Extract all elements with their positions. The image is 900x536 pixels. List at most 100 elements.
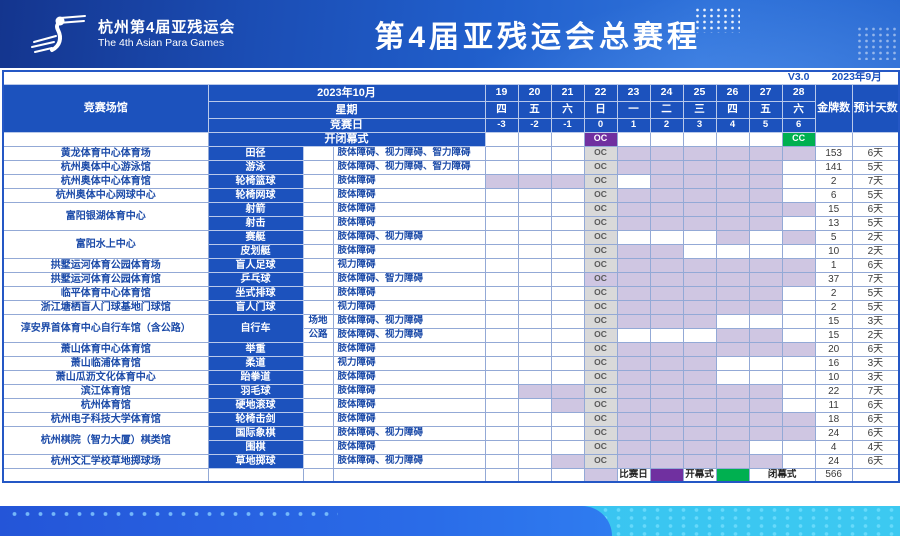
weekday-cell: 五: [748, 100, 783, 119]
competition-day-cell: [550, 453, 585, 469]
competition-day-number-cell: 4: [715, 117, 750, 133]
day-cell: [550, 201, 585, 217]
opening-day-cell: OC: [583, 285, 618, 301]
sport-cell: 硬地滚球: [207, 397, 304, 413]
sub-discipline-cell: [302, 299, 334, 315]
competition-day-number-cell: 1: [616, 117, 651, 133]
footer-dots-left: [8, 510, 338, 520]
competition-day-cell: [748, 285, 783, 301]
weekday-header: 星期: [207, 100, 486, 119]
competition-day-cell: [682, 453, 717, 469]
ceremony-days-spacer: [851, 131, 900, 147]
competition-day-cell: [748, 453, 783, 469]
schedule-row: 黄龙体育中心体育场 田径 肢体障碍、视力障碍、智力障碍 OC 153 6天: [2, 145, 900, 161]
day-cell: [781, 173, 816, 189]
gold-count-cell: 24: [814, 425, 853, 441]
top-banner: 杭州第4届亚残运会 The 4th Asian Para Games 第4届亚残…: [0, 0, 900, 68]
day-cell: [550, 131, 585, 147]
disability-categories-cell: 肢体障碍: [332, 411, 486, 427]
competition-day-cell: [781, 271, 816, 287]
day-cell: [484, 215, 519, 231]
day-cell: [484, 243, 519, 259]
day-cell: [781, 187, 816, 203]
day-cell: [517, 453, 552, 469]
legend-opening-ceremony-swatch: [649, 467, 684, 483]
day-cell: [517, 243, 552, 259]
gold-count-cell: 16: [814, 355, 853, 371]
gold-count-cell: 11: [814, 397, 853, 413]
weekday-cell: 一: [616, 100, 651, 119]
schedule-row: 临平体育中心体育馆 坐式排球 肢体障碍 OC 2 5天: [2, 285, 900, 301]
day-cell: [715, 131, 750, 147]
day-cell: [484, 453, 519, 469]
competition-day-cell: [682, 187, 717, 203]
competition-day-number-cell: -2: [517, 117, 552, 133]
competition-day-cell: [649, 425, 684, 441]
day-cell: [781, 439, 816, 455]
weekday-cell: 四: [484, 100, 519, 119]
competition-day-cell: [649, 313, 684, 329]
gold-count-cell: 15: [814, 201, 853, 217]
legend-opening-ceremony-label: 开幕式: [682, 467, 717, 483]
sport-cell: 羽毛球: [207, 383, 304, 399]
day-cell: [748, 355, 783, 371]
competition-day-number-cell: 0: [583, 117, 618, 133]
sport-cell: 轮椅篮球: [207, 173, 304, 189]
sport-cell: 赛艇: [207, 229, 304, 245]
ceremony-row-spacer: [2, 131, 209, 147]
disability-categories-cell: 视力障碍: [332, 355, 486, 371]
competition-day-cell: [715, 187, 750, 203]
competition-day-cell: [715, 145, 750, 161]
day-cell: [550, 229, 585, 245]
competition-day-cell: [682, 173, 717, 189]
competition-day-cell: [682, 257, 717, 273]
competition-day-cell: [649, 257, 684, 273]
opening-day-cell: OC: [583, 355, 618, 371]
games-logo: 杭州第4届亚残运会 The 4th Asian Para Games: [30, 12, 235, 56]
day-cell: [517, 159, 552, 175]
gold-count-cell: 13: [814, 215, 853, 231]
sport-cell: 跆拳道: [207, 369, 304, 385]
banner-dots-decoration-right: [856, 26, 896, 60]
disability-categories-cell: 肢体障碍: [332, 201, 486, 217]
schedule-row: 杭州棋院（智力大厦）棋类馆 国际象棋 肢体障碍、视力障碍 OC 24 6天: [2, 425, 900, 455]
day-cell: [748, 313, 783, 329]
competition-day-cell: [616, 257, 651, 273]
opening-day-cell: OC: [583, 341, 618, 357]
competition-day-cell: [616, 453, 651, 469]
competition-day-cell: [682, 383, 717, 399]
day-cell: [550, 425, 585, 441]
competition-day-cell: [748, 411, 783, 427]
sub-discipline-cell: 场地: [302, 313, 334, 329]
competition-day-cell: [715, 341, 750, 357]
day-cell: [781, 453, 816, 469]
gold-count-cell: 15: [814, 313, 853, 329]
sub-discipline-cell: [302, 341, 334, 357]
competition-day-number-cell: -1: [550, 117, 585, 133]
gold-count-header: 金牌数: [814, 83, 853, 133]
disability-categories-cell: 肢体障碍、视力障碍、智力障碍: [332, 159, 486, 175]
competition-day-cell: [616, 159, 651, 175]
gold-count-cell: 2: [814, 285, 853, 301]
day-cell: [484, 369, 519, 385]
weekday-cell: 三: [682, 100, 717, 119]
day-cell: [517, 187, 552, 203]
day-cell: [616, 229, 651, 245]
competition-day-cell: [715, 397, 750, 413]
day-cell: [781, 243, 816, 259]
day-cell: [616, 173, 651, 189]
schedule-row: 杭州电子科技大学体育馆 轮椅击剑 肢体障碍 OC 18 6天: [2, 411, 900, 427]
competition-day-cell: [682, 313, 717, 329]
estimated-days-cell: 6天: [851, 411, 900, 427]
legend-competition-day-label: 比赛日: [616, 467, 651, 483]
day-cell: [517, 285, 552, 301]
legend-closing-ceremony-label: 闭幕式: [748, 467, 816, 483]
sport-cell: 国际象棋: [207, 425, 304, 441]
competition-day-cell: [649, 215, 684, 231]
competition-day-cell: [748, 215, 783, 231]
estimated-days-cell: 6天: [851, 145, 900, 161]
competition-day-cell: [550, 383, 585, 399]
competition-day-cell: [649, 159, 684, 175]
opening-day-cell: OC: [583, 243, 618, 259]
date-cell: 23: [616, 83, 651, 102]
